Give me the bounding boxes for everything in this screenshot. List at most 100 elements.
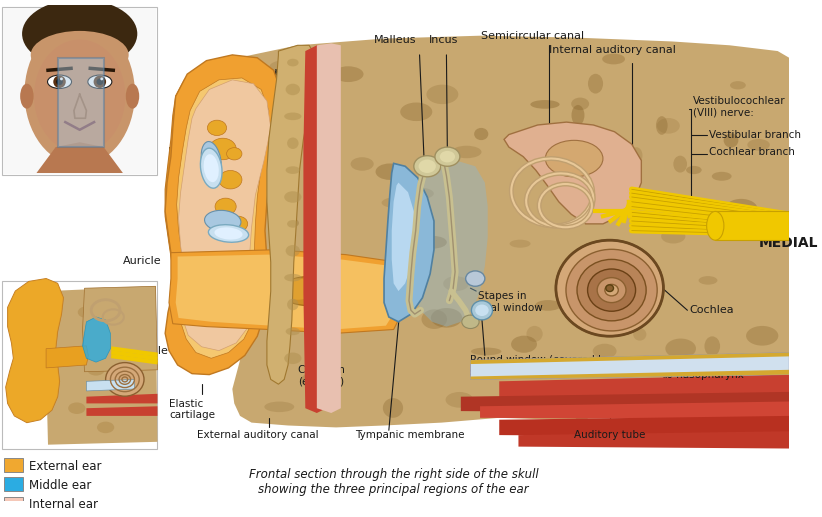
Text: Semicircular canal: Semicircular canal <box>482 32 584 41</box>
Ellipse shape <box>201 142 221 179</box>
Text: Frontal section through the right side of the skull
showing the three principal : Frontal section through the right side o… <box>249 468 538 496</box>
Polygon shape <box>461 392 789 413</box>
Polygon shape <box>233 36 789 428</box>
Text: Helix: Helix <box>168 147 196 157</box>
Ellipse shape <box>276 271 299 280</box>
Ellipse shape <box>747 139 770 150</box>
Ellipse shape <box>474 128 488 140</box>
Ellipse shape <box>383 398 403 418</box>
Polygon shape <box>470 370 789 379</box>
Ellipse shape <box>107 326 124 337</box>
Ellipse shape <box>287 220 298 227</box>
Ellipse shape <box>712 172 732 181</box>
Ellipse shape <box>316 306 344 321</box>
Ellipse shape <box>413 156 441 177</box>
Ellipse shape <box>723 133 738 147</box>
Polygon shape <box>519 431 789 449</box>
Text: Temporal bone: Temporal bone <box>238 69 321 79</box>
Ellipse shape <box>597 254 610 267</box>
Ellipse shape <box>566 249 657 331</box>
Polygon shape <box>411 160 487 327</box>
Ellipse shape <box>219 171 242 189</box>
Text: Incus: Incus <box>429 35 458 45</box>
Ellipse shape <box>606 285 613 292</box>
Ellipse shape <box>261 86 287 94</box>
Ellipse shape <box>210 138 236 160</box>
Ellipse shape <box>285 84 300 95</box>
Text: Frontal
plane: Frontal plane <box>2 59 38 81</box>
Ellipse shape <box>126 297 143 308</box>
Polygon shape <box>82 317 110 362</box>
Ellipse shape <box>378 293 406 303</box>
Ellipse shape <box>301 372 332 388</box>
Ellipse shape <box>597 278 626 302</box>
Ellipse shape <box>656 116 667 135</box>
Polygon shape <box>82 286 158 372</box>
Ellipse shape <box>699 276 718 285</box>
Ellipse shape <box>431 308 462 328</box>
Ellipse shape <box>105 362 144 396</box>
Text: Round window (covered by
secondary tympanic membrane): Round window (covered by secondary tympa… <box>470 355 641 377</box>
Ellipse shape <box>452 146 482 158</box>
Ellipse shape <box>21 84 34 109</box>
Ellipse shape <box>215 198 236 215</box>
Ellipse shape <box>526 326 543 342</box>
Ellipse shape <box>201 148 222 188</box>
Ellipse shape <box>418 160 436 173</box>
Ellipse shape <box>381 197 410 208</box>
Text: Temporal bone: Temporal bone <box>238 67 321 77</box>
Polygon shape <box>470 353 789 364</box>
Ellipse shape <box>704 337 720 356</box>
Ellipse shape <box>265 402 294 412</box>
Ellipse shape <box>605 284 618 296</box>
Polygon shape <box>176 254 398 329</box>
Text: Vestibulocochlear
(VIII) nerve:: Vestibulocochlear (VIII) nerve: <box>693 96 786 118</box>
Ellipse shape <box>661 229 686 244</box>
Text: Auricle: Auricle <box>122 256 161 266</box>
Bar <box>4 496 23 510</box>
Polygon shape <box>2 7 158 175</box>
Ellipse shape <box>229 216 247 232</box>
Ellipse shape <box>422 309 447 329</box>
Polygon shape <box>86 394 158 403</box>
Text: Cochlear branch: Cochlear branch <box>709 147 794 157</box>
Polygon shape <box>165 55 280 375</box>
Ellipse shape <box>25 21 135 165</box>
Ellipse shape <box>530 100 560 109</box>
Ellipse shape <box>348 295 367 315</box>
Ellipse shape <box>284 113 302 120</box>
Text: MEDIAL: MEDIAL <box>759 236 818 250</box>
Ellipse shape <box>471 301 492 320</box>
Polygon shape <box>0 5 789 501</box>
Polygon shape <box>392 183 415 291</box>
Ellipse shape <box>333 66 363 82</box>
Ellipse shape <box>443 276 469 291</box>
Ellipse shape <box>53 75 66 88</box>
Polygon shape <box>86 406 158 416</box>
Ellipse shape <box>535 300 561 311</box>
Polygon shape <box>46 346 88 368</box>
Bar <box>4 477 23 491</box>
Ellipse shape <box>571 98 589 110</box>
Ellipse shape <box>376 163 404 180</box>
Text: Middle ear: Middle ear <box>29 479 91 492</box>
Ellipse shape <box>633 328 646 341</box>
Ellipse shape <box>420 236 447 249</box>
Ellipse shape <box>471 347 501 355</box>
Ellipse shape <box>435 147 459 166</box>
Ellipse shape <box>285 328 300 335</box>
Ellipse shape <box>538 387 566 402</box>
Ellipse shape <box>593 344 616 358</box>
Ellipse shape <box>588 269 635 311</box>
Ellipse shape <box>284 353 302 364</box>
Polygon shape <box>169 250 405 333</box>
Ellipse shape <box>48 75 72 88</box>
Text: External auditory canal: External auditory canal <box>196 430 318 440</box>
Ellipse shape <box>227 148 242 160</box>
Ellipse shape <box>126 84 139 109</box>
Ellipse shape <box>462 315 479 328</box>
Polygon shape <box>36 142 123 173</box>
Ellipse shape <box>588 74 603 94</box>
Ellipse shape <box>275 278 294 293</box>
Ellipse shape <box>730 81 746 89</box>
